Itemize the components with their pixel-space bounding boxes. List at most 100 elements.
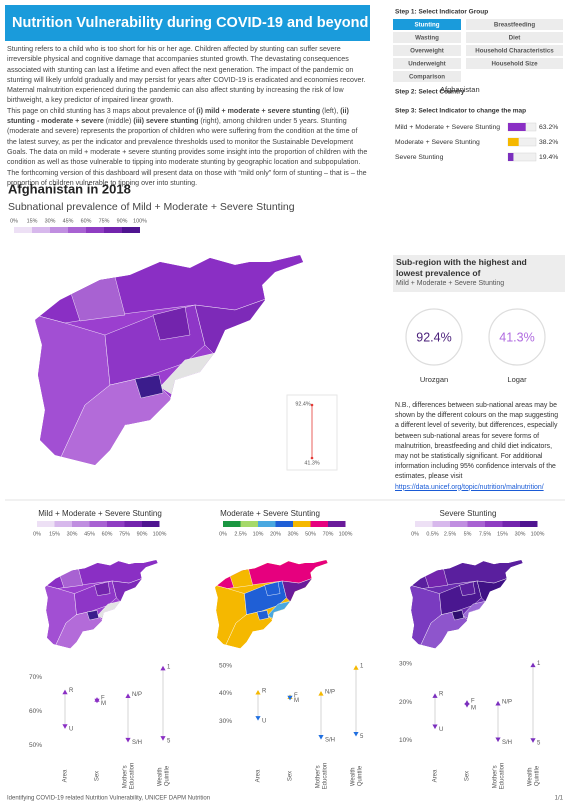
indicator-button-label[interactable]: Overweight xyxy=(410,47,444,54)
range-high-label: F xyxy=(471,699,475,705)
label-line: Education xyxy=(499,763,505,790)
y-tick-label: 50% xyxy=(29,742,42,749)
legend-tick-label: 15% xyxy=(497,531,508,537)
intro-segment: This page on child stunting has 3 maps a… xyxy=(7,106,197,115)
bar-value-label: 38.2% xyxy=(539,139,558,146)
legend-swatch xyxy=(240,521,258,527)
range-high-label: R xyxy=(262,688,267,694)
range-high-marker xyxy=(495,700,501,706)
indicator-label[interactable]: Moderate + Severe Stunting xyxy=(395,139,480,146)
legend-tick-label: 90% xyxy=(137,531,148,537)
indicator-button-label[interactable]: Breastfeeding xyxy=(494,21,535,28)
legend-tick-label: 20% xyxy=(270,531,281,537)
map-region xyxy=(94,581,111,596)
range-high-marker xyxy=(160,665,166,671)
legend-tick-label: 30% xyxy=(67,531,78,537)
range-high-label: F xyxy=(294,693,298,699)
range-low-marker xyxy=(94,698,100,704)
indicator-label[interactable]: Severe Stunting xyxy=(395,154,444,161)
indicator-button[interactable] xyxy=(393,19,461,30)
range-high-label: F xyxy=(101,696,105,702)
x-category-label: Area xyxy=(433,769,439,782)
range-high-marker xyxy=(432,693,438,698)
label-line: Wealth xyxy=(527,766,533,786)
range-low-label: M xyxy=(294,698,299,704)
bar[interactable] xyxy=(508,153,514,161)
range-point xyxy=(310,403,314,407)
map xyxy=(35,255,303,465)
range-label: 41.3% xyxy=(304,460,319,466)
country-select[interactable]: Afghanistan xyxy=(440,85,480,94)
extremes-indicator: Mild + Moderate + Severe Stunting xyxy=(396,280,505,287)
extremes-header xyxy=(393,255,565,292)
indicator-button[interactable] xyxy=(466,32,563,43)
legend-swatch xyxy=(32,227,50,233)
note-link[interactable]: https://data.unicef.org/topic/nutrition/… xyxy=(395,483,544,491)
indicator-button[interactable] xyxy=(466,58,563,69)
range-high-label: 1 xyxy=(167,664,171,670)
y-tick-label: 30% xyxy=(399,661,412,668)
legend-swatch xyxy=(275,521,293,527)
legend-tick-label: 75% xyxy=(99,218,110,224)
map xyxy=(45,560,158,649)
step-label: Step 1: Select Indicator Group xyxy=(395,9,488,16)
x-category-label: Sex xyxy=(95,771,101,781)
range-low-marker xyxy=(160,736,166,741)
page-title: Nutrition Vulnerability during COVID-19 … xyxy=(12,15,368,31)
range-low-marker xyxy=(125,737,131,743)
indicator-button-label[interactable]: Diet xyxy=(509,34,521,41)
legend-swatch xyxy=(104,227,122,233)
footer-text: Identifying COVID-19 related Nutrition V… xyxy=(7,796,210,802)
indicator-button-label[interactable]: Underweight xyxy=(408,60,445,67)
legend-tick-label: 60% xyxy=(81,218,92,224)
range-low-marker xyxy=(530,738,536,743)
label-line: Mother's xyxy=(315,764,321,789)
label-line: Quintile xyxy=(534,765,540,786)
legend-tick-label: 0% xyxy=(219,531,227,537)
intro-segment: (iii) severe stunting xyxy=(133,117,199,126)
x-category-label: Sex xyxy=(288,771,294,781)
range-low-marker xyxy=(287,695,293,701)
legend-swatch xyxy=(223,521,241,527)
indicator-button-label[interactable]: Comparison xyxy=(409,73,445,80)
page-number: 1/1 xyxy=(555,796,564,802)
legend-swatch xyxy=(122,227,140,233)
indicator-button[interactable] xyxy=(393,71,461,82)
legend-tick-label: 15% xyxy=(49,531,60,537)
indicator-button-label[interactable]: Household Characteristics xyxy=(475,47,554,54)
indicator-button[interactable] xyxy=(393,58,461,69)
legend-tick-label: 30% xyxy=(515,531,526,537)
legend-tick-label: 0% xyxy=(411,531,419,537)
step-label: Step 3: Select Indicator to change the m… xyxy=(395,108,526,115)
indicator-label[interactable]: Mild + Moderate + Severe Stunting xyxy=(395,124,500,131)
indicator-button[interactable] xyxy=(393,45,461,56)
range-high-label: R xyxy=(439,692,444,698)
indicator-button[interactable] xyxy=(466,19,563,30)
indicator-button[interactable] xyxy=(466,45,563,56)
legend-tick-label: 45% xyxy=(84,531,95,537)
map-regions xyxy=(45,560,158,649)
intro-segment: (left), xyxy=(320,106,341,115)
legend-swatch xyxy=(142,521,160,527)
indicator-button-label[interactable]: Wasting xyxy=(415,34,439,41)
indicator-button[interactable] xyxy=(393,32,461,43)
range-high-label: 1 xyxy=(360,664,364,670)
extreme-region: Logar xyxy=(507,375,527,384)
indicator-button-label[interactable]: Household Size xyxy=(491,60,538,67)
legend-swatch xyxy=(432,521,450,527)
panel-title: Moderate + Severe Stunting xyxy=(220,509,320,518)
y-tick-label: 70% xyxy=(29,674,42,681)
legend-tick-label: 0% xyxy=(33,531,41,537)
x-category-label: Wealth Quintile xyxy=(527,765,540,786)
range-low-label: U xyxy=(262,718,266,724)
range-low-label: S/H xyxy=(325,737,335,743)
range-low-label: S/H xyxy=(502,740,512,746)
bar[interactable] xyxy=(508,123,526,131)
title-bar xyxy=(5,5,370,41)
label-line: Quintile xyxy=(164,765,170,786)
label-line: Quintile xyxy=(357,765,363,786)
bar[interactable] xyxy=(508,138,519,146)
indicator-button-label[interactable]: Stunting xyxy=(414,21,439,28)
bar-value-label: 19.4% xyxy=(539,154,558,161)
range-high-marker xyxy=(530,662,536,668)
